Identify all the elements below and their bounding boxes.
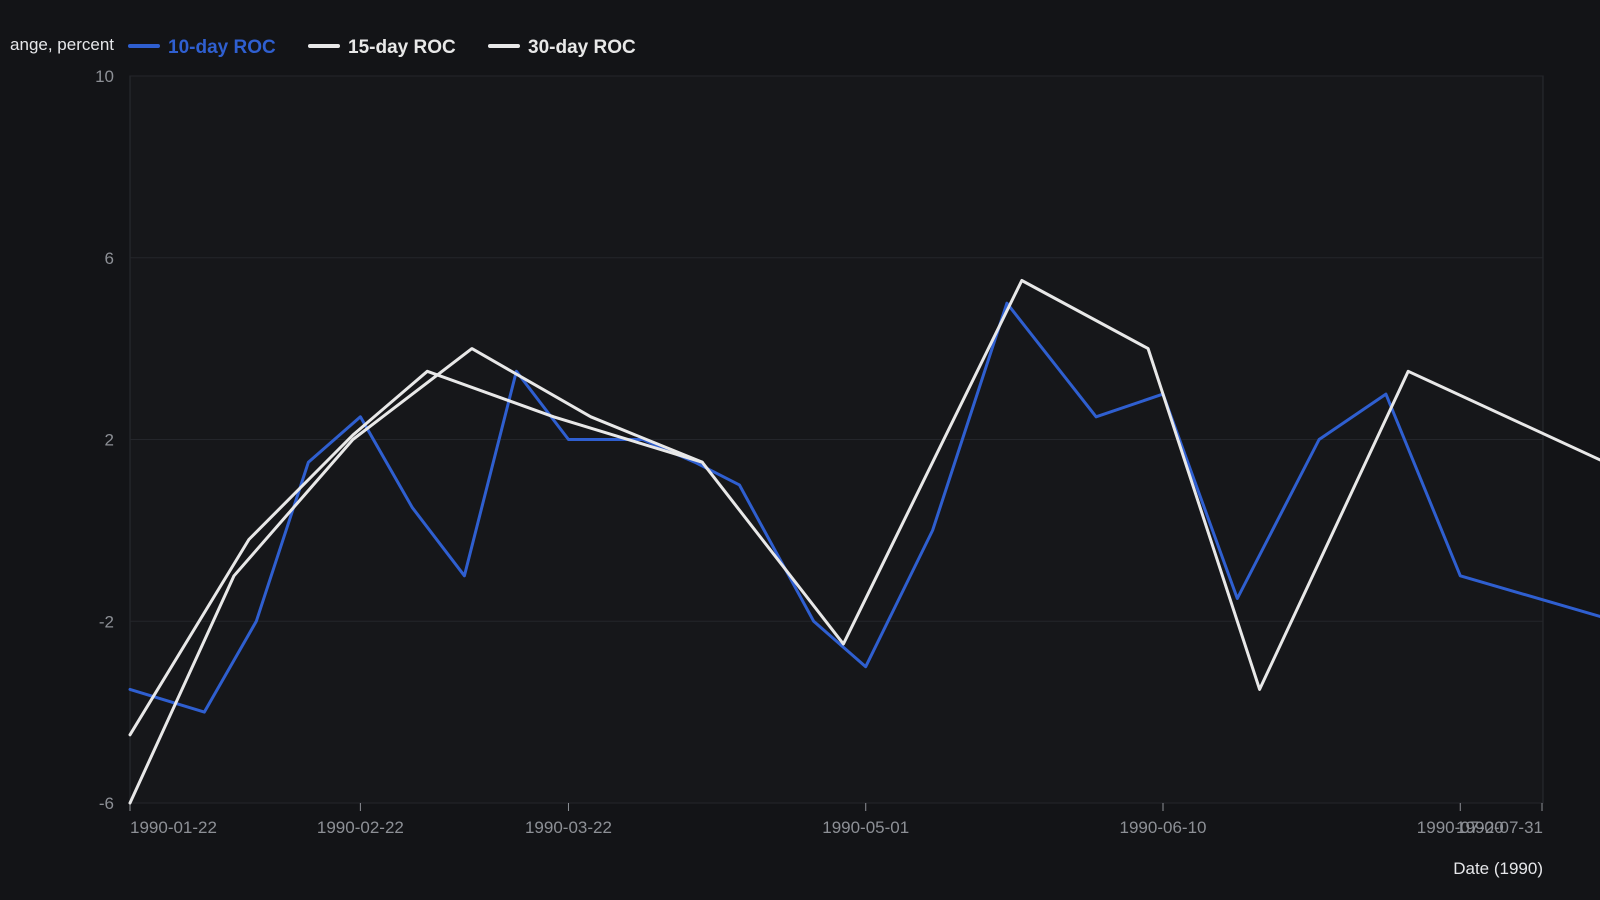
- y-tick-label: 2: [105, 431, 114, 450]
- x-axis-title: Date (1990): [1453, 859, 1543, 878]
- x-tick-label: 1990-06-10: [1120, 818, 1207, 837]
- legend-item: 15-day ROC: [308, 37, 456, 58]
- x-tick-label: 1990-01-22: [130, 818, 217, 837]
- x-tick-label: 1990-03-22: [525, 818, 612, 837]
- x-tick-label: 1990-07-31: [1456, 818, 1543, 837]
- y-axis-title: ange, percent: [10, 35, 114, 54]
- y-tick-label: 10: [95, 67, 114, 86]
- y-tick-label: -6: [99, 794, 114, 813]
- x-tick-label: 1990-02-22: [317, 818, 404, 837]
- series-line-3: [128, 347, 704, 805]
- x-tick-label: 1990-07-20: [1417, 818, 1504, 837]
- legend-label: 30-day ROC: [528, 37, 636, 58]
- legend-label: 15-day ROC: [348, 37, 456, 58]
- legend-label: 10-day ROC: [168, 37, 276, 58]
- legend-item: 10-day ROC: [128, 37, 276, 58]
- y-tick-label: 6: [105, 249, 114, 268]
- x-tick-label: 1990-05-01: [822, 818, 909, 837]
- legend-item: 30-day ROC: [488, 37, 636, 58]
- series-line-2: [128, 279, 1600, 737]
- series-line-1: [128, 301, 1600, 714]
- y-tick-label: -2: [99, 612, 114, 631]
